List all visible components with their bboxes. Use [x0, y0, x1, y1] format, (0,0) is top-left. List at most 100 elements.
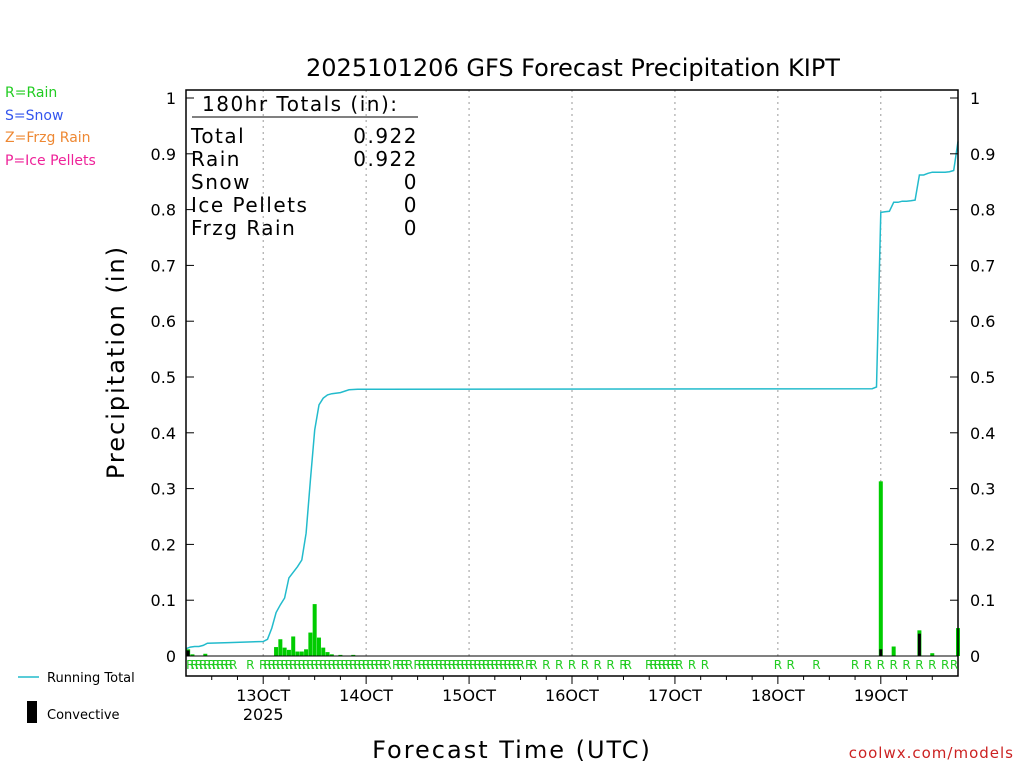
precip-bar-17	[338, 654, 343, 656]
type-marker-99: R	[915, 658, 923, 672]
type-marker-94: R	[851, 658, 859, 672]
type-marker-79: R	[619, 658, 627, 672]
x-tick-label-3: 16OCT	[545, 686, 599, 705]
precip-bars	[186, 481, 960, 656]
type-marker-43: R	[396, 658, 404, 672]
y-tick-label-left-1: 0.1	[151, 591, 176, 610]
precip-bar-15	[325, 652, 330, 656]
y-axis-label: Precipitation (in)	[102, 245, 130, 479]
type-marker-11: R	[246, 658, 254, 672]
type-marker-95: R	[864, 658, 872, 672]
type-marker-38: R	[371, 658, 379, 672]
y-tick-label-left-0: 0	[166, 647, 176, 666]
y-tick-label-right-1: 0.1	[970, 591, 995, 610]
type-marker-21: R	[298, 658, 306, 672]
type-marker-8: R	[220, 658, 228, 672]
type-marker-84: R	[658, 658, 666, 672]
type-marker-5: R	[208, 658, 216, 672]
precip-bar-22	[930, 653, 935, 656]
x-tick-sublabel-0: 2025	[243, 705, 284, 724]
precip-bar-10	[304, 649, 309, 656]
type-marker-76: R	[581, 658, 589, 672]
y-axis-right: 0 0.1 0.2 0.3 0.4 0.5 0.6 0.7 0.8 0.9 1	[950, 89, 995, 666]
totals-rain-label: Rain	[191, 147, 241, 171]
type-marker-23: R	[306, 658, 314, 672]
type-marker-58: R	[465, 658, 473, 672]
type-marker-80: R	[624, 658, 632, 672]
convective-bar-19	[879, 649, 883, 656]
type-marker-48: R	[422, 658, 430, 672]
y-tick-label-right-9: 0.9	[970, 145, 995, 164]
type-marker-27: R	[323, 658, 331, 672]
x-tick-label-5: 18OCT	[751, 686, 805, 705]
type-marker-0: R	[186, 658, 194, 672]
type-marker-47: R	[418, 658, 426, 672]
type-marker-32: R	[345, 658, 353, 672]
type-marker-46: R	[413, 658, 421, 672]
precip-bar-1	[190, 654, 195, 656]
type-marker-63: R	[486, 658, 494, 672]
y-tick-label-right-2: 0.2	[970, 535, 995, 554]
source-credit: coolwx.com/models	[848, 744, 1014, 762]
legend-frzg-rain: Z=Frzg Rain	[5, 130, 91, 146]
type-marker-93: R	[812, 658, 820, 672]
type-marker-85: R	[662, 658, 670, 672]
type-marker-102: R	[950, 658, 958, 672]
y-tick-label-left-4: 0.4	[151, 424, 176, 443]
legend-rain: R=Rain	[5, 85, 58, 101]
type-marker-40: R	[379, 658, 387, 672]
precip-bar-16	[329, 654, 334, 656]
type-marker-39: R	[375, 658, 383, 672]
type-marker-53: R	[443, 658, 451, 672]
y-tick-label-right-4: 0.4	[970, 424, 995, 443]
y-tick-label-left-6: 0.6	[151, 312, 176, 331]
precip-bar-20	[891, 646, 896, 656]
type-marker-6: R	[212, 658, 220, 672]
type-marker-28: R	[328, 658, 336, 672]
type-marker-52: R	[439, 658, 447, 672]
legend-convective-swatch	[27, 701, 37, 723]
precip-bar-6	[286, 649, 291, 656]
precip-bar-8	[295, 651, 300, 656]
y-tick-label-right-7: 0.7	[970, 256, 995, 275]
legend-snow: S=Snow	[5, 107, 64, 124]
type-marker-81: R	[645, 658, 653, 672]
precip-bar-4	[278, 639, 283, 656]
type-marker-66: R	[499, 658, 507, 672]
x-axis-label: Forecast Time (UTC)	[372, 736, 652, 764]
type-marker-49: R	[426, 658, 434, 672]
type-marker-59: R	[469, 658, 477, 672]
type-marker-91: R	[774, 658, 782, 672]
type-marker-25: R	[315, 658, 323, 672]
type-marker-29: R	[332, 658, 340, 672]
type-marker-74: R	[555, 658, 563, 672]
convective-bar-0	[186, 650, 190, 656]
totals-ice-value: 0	[404, 193, 418, 217]
type-marker-61: R	[478, 658, 486, 672]
type-marker-92: R	[787, 658, 795, 672]
x-tick-label-6: 19OCT	[854, 686, 908, 705]
convective-bars	[186, 633, 921, 656]
type-marker-75: R	[568, 658, 576, 672]
totals-snow-value: 0	[404, 170, 418, 194]
y-tick-label-right-0: 0	[970, 647, 980, 666]
precip-bar-2	[203, 653, 208, 656]
totals-snow-label: Snow	[191, 170, 251, 194]
grid-lines	[262, 90, 882, 656]
y-tick-label-left-7: 0.7	[151, 256, 176, 275]
x-tick-label-0: 13OCT	[236, 686, 290, 705]
type-marker-101: R	[941, 658, 949, 672]
type-marker-7: R	[216, 658, 224, 672]
type-marker-36: R	[362, 658, 370, 672]
type-marker-17: R	[280, 658, 288, 672]
type-marker-50: R	[431, 658, 439, 672]
type-marker-34: R	[353, 658, 361, 672]
type-marker-100: R	[928, 658, 936, 672]
legend-running-total: Running Total	[47, 671, 135, 686]
type-marker-15: R	[272, 658, 280, 672]
totals-frzg-label: Frzg Rain	[191, 216, 296, 240]
type-marker-24: R	[310, 658, 318, 672]
